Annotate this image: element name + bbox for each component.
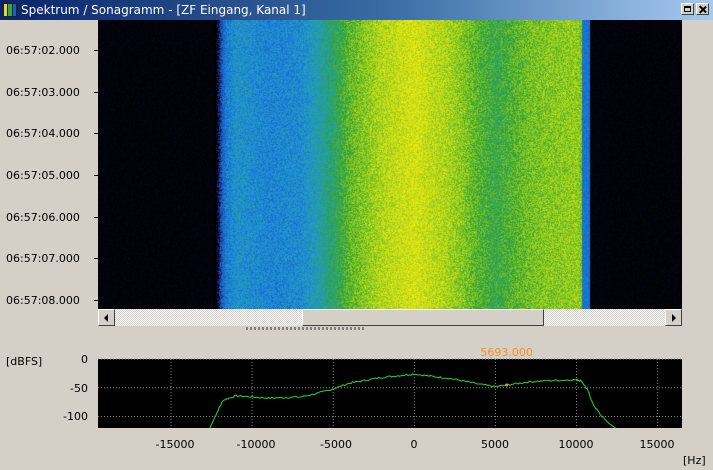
time-tick-mark bbox=[94, 300, 98, 301]
restore-button[interactable] bbox=[681, 3, 694, 15]
pane-splitter[interactable] bbox=[246, 327, 366, 330]
time-label: 06:57:03.000 bbox=[6, 86, 80, 99]
x-tick-label: -10000 bbox=[236, 438, 276, 451]
x-tick-label: 10000 bbox=[558, 438, 594, 451]
scroll-track[interactable] bbox=[115, 309, 665, 326]
time-tick-mark bbox=[94, 175, 98, 176]
time-tick-mark bbox=[94, 217, 98, 218]
time-label: 06:57:08.000 bbox=[6, 294, 80, 307]
time-label: 06:57:06.000 bbox=[6, 211, 80, 224]
x-axis-unit: [Hz] bbox=[683, 454, 706, 467]
close-button[interactable] bbox=[696, 3, 709, 15]
plot-grid bbox=[98, 358, 682, 428]
marker-label: 5693.000 bbox=[480, 346, 532, 359]
time-label: 06:57:05.000 bbox=[6, 169, 80, 182]
time-tick-mark bbox=[94, 92, 98, 93]
spectrum-line bbox=[209, 373, 616, 429]
x-tick-label: -5000 bbox=[320, 438, 352, 451]
time-label: 06:57:04.000 bbox=[6, 127, 80, 140]
time-tick-mark bbox=[94, 50, 98, 51]
sonagram-display[interactable] bbox=[98, 20, 682, 309]
scroll-left-button[interactable] bbox=[98, 309, 115, 326]
y-tick-label: -50 bbox=[70, 382, 88, 395]
restore-icon bbox=[684, 6, 691, 12]
close-icon bbox=[699, 6, 706, 13]
scroll-thumb[interactable] bbox=[302, 309, 544, 326]
x-tick-label: 5000 bbox=[481, 438, 509, 451]
horizontal-scrollbar[interactable] bbox=[98, 309, 682, 326]
x-tick-label: 0 bbox=[410, 438, 418, 451]
arrow-left-icon bbox=[104, 314, 108, 322]
spectrum-plot[interactable]: 5693.000 bbox=[98, 346, 682, 429]
x-tick-label: 15000 bbox=[639, 438, 675, 451]
y-tick-label: -100 bbox=[63, 410, 88, 423]
y-tick-label: 0 bbox=[81, 353, 88, 366]
x-tick-label: -15000 bbox=[155, 438, 195, 451]
frequency-marker[interactable]: 5693.000 bbox=[480, 346, 533, 387]
time-label: 06:57:07.000 bbox=[6, 252, 80, 265]
time-tick-mark bbox=[94, 258, 98, 259]
window-title: Spektrum / Sonagramm - [ZF Eingang, Kana… bbox=[21, 3, 306, 17]
arrow-right-icon bbox=[672, 314, 676, 322]
time-label: 06:57:02.000 bbox=[6, 44, 80, 57]
spectrum-app-icon bbox=[3, 3, 17, 17]
plot-background bbox=[98, 359, 682, 428]
title-bar: Spektrum / Sonagramm - [ZF Eingang, Kana… bbox=[0, 0, 713, 20]
marker-point bbox=[505, 383, 509, 387]
y-axis-unit: [dBFS] bbox=[6, 355, 43, 368]
scroll-right-button[interactable] bbox=[665, 309, 682, 326]
time-tick-mark bbox=[94, 133, 98, 134]
